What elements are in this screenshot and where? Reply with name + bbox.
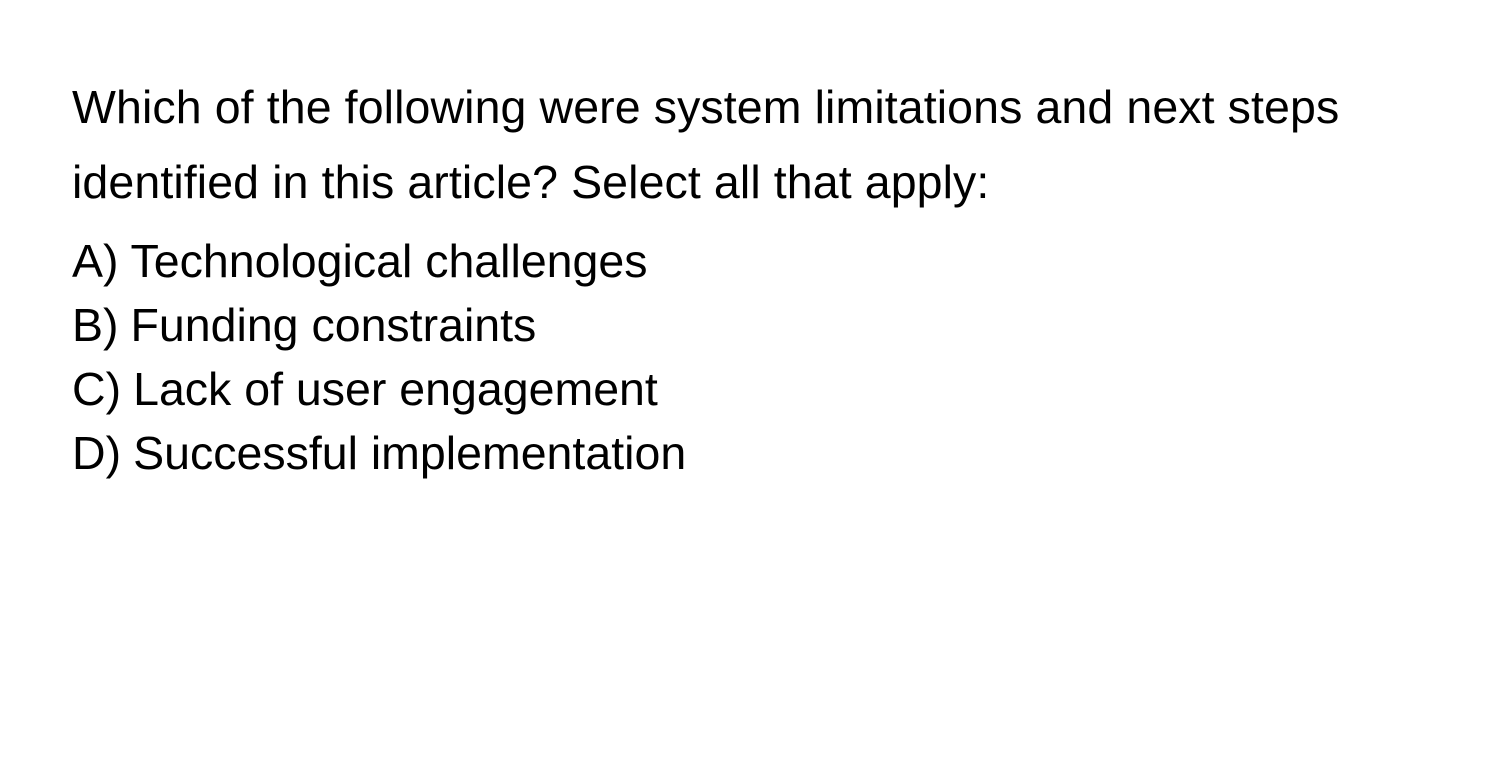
option-letter: C) (72, 357, 133, 421)
option-letter: B) (72, 293, 131, 357)
question-block: Which of the following were system limit… (72, 70, 1432, 485)
option-letter: A) (72, 229, 131, 293)
option-text: Successful implementation (133, 421, 686, 485)
option-d: D) Successful implementation (72, 421, 1432, 485)
option-letter: D) (72, 421, 133, 485)
options-list: A) Technological challenges B) Funding c… (72, 229, 1432, 486)
option-a: A) Technological challenges (72, 229, 1432, 293)
option-text: Technological challenges (131, 229, 648, 293)
question-prompt: Which of the following were system limit… (72, 70, 1432, 221)
option-c: C) Lack of user engagement (72, 357, 1432, 421)
option-text: Lack of user engagement (133, 357, 658, 421)
option-text: Funding constraints (131, 293, 537, 357)
option-b: B) Funding constraints (72, 293, 1432, 357)
